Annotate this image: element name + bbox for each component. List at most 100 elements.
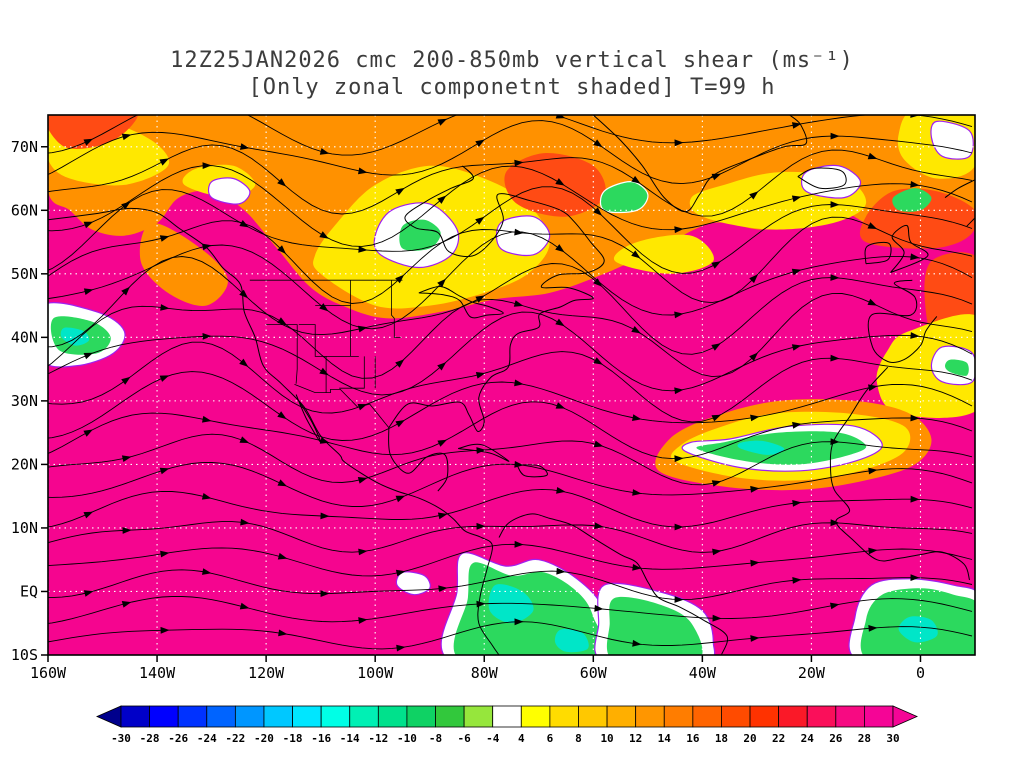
shaded-region-redorange-norwegian [859, 188, 975, 249]
colorbar-tick-label: -4 [486, 732, 500, 745]
streamline-arrowhead [438, 585, 448, 593]
streamline [48, 462, 973, 507]
colorbar-segment [149, 705, 179, 728]
streamline-arrowhead [357, 325, 368, 333]
streamline-arrowhead [555, 402, 566, 409]
coastline [592, 115, 808, 213]
streamline-arrowhead [396, 644, 406, 652]
streamline-arrowhead [437, 362, 447, 371]
streamline-arrowhead [202, 415, 212, 423]
lat-tick-label: 10N [11, 519, 38, 537]
streamline-arrowhead [750, 485, 760, 493]
streamline-arrowhead [632, 639, 642, 647]
colorbar-segment [234, 705, 265, 728]
streamline-arrowhead [674, 596, 684, 603]
streamline-arrowhead [514, 540, 524, 548]
shaded-region-green-norwegian [892, 188, 932, 212]
streamline-arrowhead [830, 132, 840, 140]
colorbar-segment [206, 705, 236, 728]
colorbar-segment [692, 705, 722, 728]
lat-tick-label: 60N [11, 201, 38, 219]
streamline-arrowhead [357, 404, 368, 411]
colorbar-segment [120, 705, 150, 728]
streamlines [48, 115, 973, 652]
colorbar-tick-label: -26 [168, 732, 188, 745]
streamline-arrowhead [830, 438, 840, 445]
colorbar-segment [349, 705, 379, 728]
coastline [944, 179, 975, 199]
lon-tick-label: 140W [139, 664, 176, 682]
streamline [48, 543, 973, 577]
coastline [516, 464, 548, 478]
streamline-arrowhead [867, 222, 878, 229]
streamline-arrowhead [358, 246, 368, 253]
lon-tick-label: 160W [30, 664, 67, 682]
streamline-arrowhead [358, 167, 368, 175]
streamline-arrowhead [593, 278, 603, 287]
streamline-arrowhead [437, 278, 446, 288]
streamline-arrowhead [160, 626, 170, 634]
colorbar-segment [606, 705, 637, 728]
colorbar-segment [177, 705, 208, 728]
streamline-arrowhead [556, 487, 566, 494]
border-line [294, 384, 390, 428]
colorbar-tick-label: -12 [368, 732, 388, 745]
colorbar-segment [635, 705, 665, 728]
streamline-arrowhead [750, 559, 760, 567]
streamline [48, 120, 973, 185]
coastline [418, 285, 504, 319]
colorbar-segment [778, 705, 808, 728]
shaded-region-white-topright [930, 120, 974, 160]
streamline-arrowhead [830, 274, 840, 281]
streamline-arrowhead [792, 421, 802, 429]
colorbar-tick-label: -30 [111, 732, 131, 745]
colorbar-tick-label: -20 [254, 732, 274, 745]
lat-tick-label: 40N [11, 328, 38, 346]
streamline-arrowhead [674, 139, 684, 147]
streamline-arrowhead [121, 455, 132, 462]
streamline-arrowhead [319, 303, 329, 312]
streamline-arrowhead [632, 489, 642, 496]
streamline-arrowhead [83, 429, 93, 437]
streamline-arrowhead [830, 201, 840, 208]
streamline-arrowhead [202, 568, 212, 575]
streamline-arrowhead [395, 569, 406, 577]
streamline-arrowhead [749, 274, 758, 284]
streamline-arrowhead [749, 352, 758, 362]
streamline-arrowhead [83, 352, 94, 360]
lat-tick-label: 20N [11, 455, 38, 473]
streamline-arrowhead [556, 567, 566, 575]
colorbar-tick-label: -18 [283, 732, 303, 745]
streamline-arrowhead [319, 367, 329, 376]
coastline [864, 241, 892, 265]
lat-tick-label: 10S [11, 646, 38, 664]
streamline-arrowhead [594, 604, 604, 612]
lon-tick-label: 100W [357, 664, 394, 682]
streamline-arrowhead [319, 148, 330, 155]
streamline-arrowhead [674, 226, 684, 234]
colorbar: -30 -28 -26 -24 -22 -20 -18 -16 -14 -12 -10 -8 -6 -4 4… [96, 705, 918, 745]
border-line [298, 324, 359, 357]
streamline-arrowhead [159, 467, 170, 475]
shaded-region-green-labrador [599, 181, 649, 214]
streamline-arrowhead [868, 467, 878, 475]
streamline-arrowhead [476, 522, 486, 530]
lat-tick-label: 70N [11, 138, 38, 156]
streamline-arrowhead [593, 357, 603, 365]
streamline-arrowhead [239, 602, 250, 610]
streamline-arrowhead [357, 477, 368, 484]
streamline-arrowhead [910, 332, 920, 339]
streamline [48, 311, 973, 396]
streamline-arrowhead [867, 298, 878, 306]
streamline-arrowhead [160, 550, 170, 558]
colorbar-segment [292, 705, 322, 728]
streamline-arrowhead [830, 519, 840, 527]
colorbar-arrow-right [892, 705, 918, 728]
streamline-arrowhead [121, 376, 131, 385]
streamline-arrowhead [121, 133, 132, 141]
colorbar-tick-label: 28 [858, 732, 871, 745]
colorbar-tick-label: 20 [743, 732, 756, 745]
streamline-arrowhead [910, 414, 920, 422]
streamline-arrowhead [121, 201, 131, 210]
